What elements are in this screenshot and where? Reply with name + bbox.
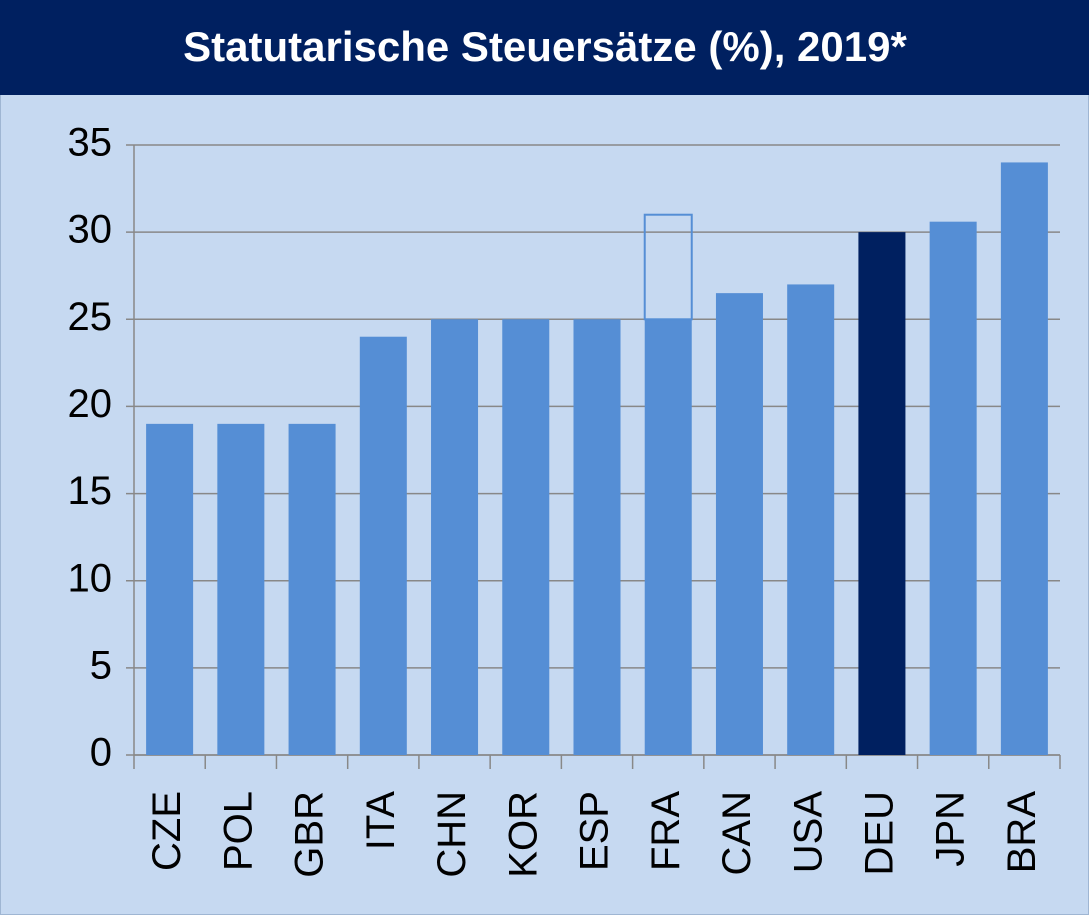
- bar: [787, 284, 835, 755]
- x-tick-label: FRA: [644, 791, 688, 871]
- x-tick-label: BRA: [1000, 791, 1044, 874]
- x-tick-label: KOR: [501, 791, 545, 878]
- x-tick-label: GBR: [288, 791, 332, 878]
- y-tick-label: 25: [68, 295, 113, 339]
- bar: [431, 319, 479, 755]
- y-tick-label: 15: [68, 469, 113, 513]
- y-tick-label: 35: [68, 121, 113, 165]
- x-tick-label: DEU: [857, 791, 901, 875]
- chart-title: Statutarische Steuersätze (%), 2019*: [183, 23, 907, 70]
- y-tick-label: 5: [90, 643, 112, 687]
- y-tick-label: 10: [68, 556, 113, 600]
- bar: [288, 423, 336, 755]
- bar: [217, 423, 265, 755]
- bar: [858, 232, 906, 756]
- bar: [1000, 162, 1048, 755]
- bar: [573, 319, 621, 755]
- y-tick-label: 0: [90, 731, 112, 775]
- bar: [715, 293, 763, 755]
- bar: [146, 423, 194, 755]
- x-tick-label: CHN: [430, 791, 474, 878]
- title-bar: [0, 0, 1089, 95]
- x-tick-label: USA: [786, 791, 830, 874]
- bar: [359, 336, 407, 755]
- x-tick-label: CAN: [715, 791, 759, 875]
- x-tick-label: POL: [216, 791, 260, 871]
- y-tick-label: 30: [68, 208, 113, 252]
- bar-extension: [643, 213, 693, 321]
- x-tick-label: JPN: [929, 791, 973, 867]
- x-tick-label: CZE: [145, 791, 189, 871]
- x-tick-label: ESP: [573, 791, 617, 871]
- bar: [502, 319, 550, 755]
- y-tick-label: 20: [68, 382, 113, 426]
- bar: [929, 221, 977, 755]
- x-tick-label: ITA: [359, 791, 403, 851]
- bar: [644, 319, 692, 755]
